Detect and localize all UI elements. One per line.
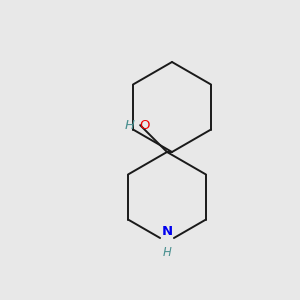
Text: O: O bbox=[139, 118, 150, 132]
Text: H: H bbox=[163, 246, 171, 259]
Text: N: N bbox=[161, 225, 172, 238]
Text: H: H bbox=[125, 118, 135, 132]
